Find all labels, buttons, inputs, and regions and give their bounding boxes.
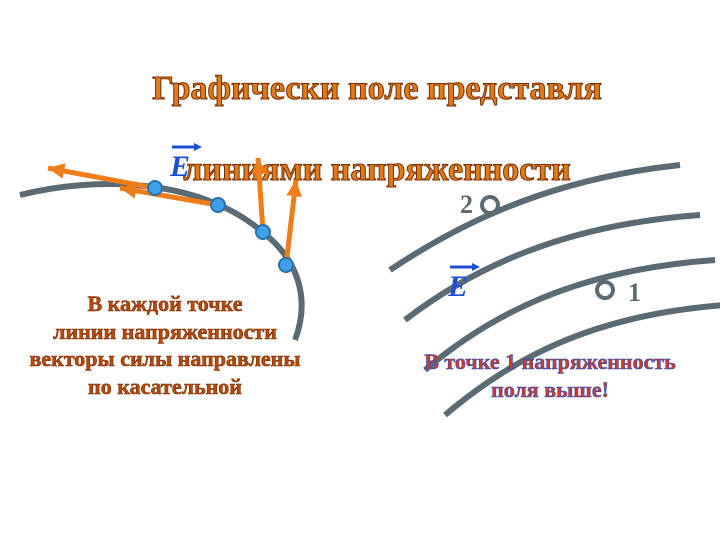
e-vector-label-right: E xyxy=(448,270,468,304)
right-diagram xyxy=(0,0,720,540)
point-2 xyxy=(482,197,498,213)
stage: Графически поле представля линиями напря… xyxy=(0,0,720,540)
point-1 xyxy=(597,282,613,298)
e-text-right: E xyxy=(448,270,468,303)
point-1-label: 1 xyxy=(628,278,641,308)
point-2-label: 2 xyxy=(460,190,473,220)
e-arrow-icon xyxy=(450,262,480,272)
right-caption: В точке 1 напряженность поля выше! xyxy=(380,348,720,403)
